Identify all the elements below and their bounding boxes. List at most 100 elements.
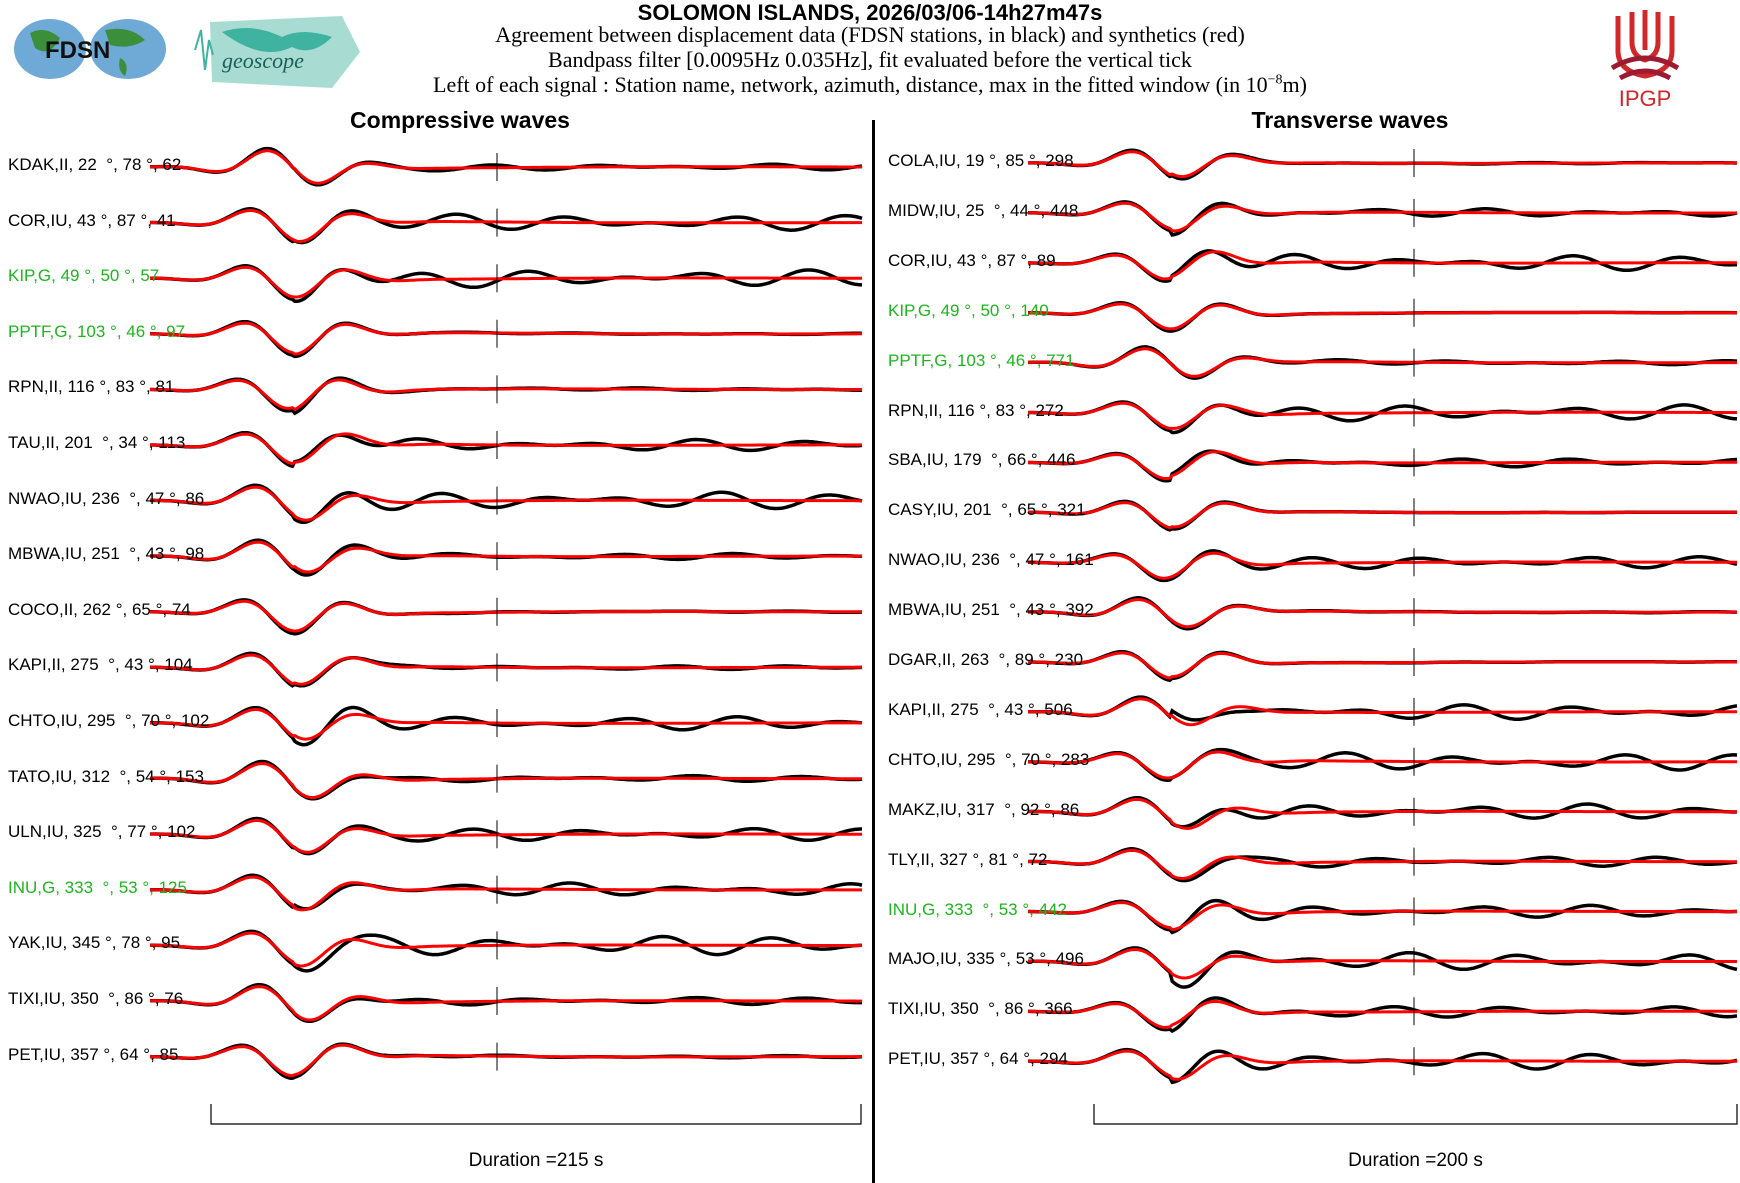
synthetic-trace: [150, 599, 862, 633]
station-label: COLA,IU, 19 °, 85 °, 298: [888, 151, 1074, 170]
synthetic-trace: [1028, 401, 1737, 430]
data-trace: [1028, 549, 1738, 583]
station-label: TATO,IU, 312 °, 54 °, 153: [8, 766, 204, 786]
panel-title-compressive: Compressive waves: [350, 107, 570, 133]
station-label: PET,IU, 357 °, 64 °, 294: [888, 1049, 1068, 1069]
station-label: INU,G, 333 °, 53 °, 442: [888, 899, 1067, 919]
data-trace: [1028, 996, 1738, 1034]
station-label: CHTO,IU, 295 °, 70 °, 283: [888, 749, 1090, 769]
svg-text:geoscope: geoscope: [222, 48, 304, 73]
data-trace: [150, 483, 863, 524]
station-label: KIP,G, 49 °, 50 °, 57: [8, 266, 160, 286]
station-label: NWAO,IU, 236 °, 47 °, 161: [888, 550, 1094, 570]
synthetic-trace: [150, 875, 862, 912]
geoscope-logo: geoscope: [192, 12, 364, 88]
synthetic-trace: [1027, 750, 1737, 780]
data-trace: [1028, 449, 1738, 483]
synthetic-trace: [1027, 450, 1737, 480]
data-trace: [150, 207, 863, 245]
station-label: TIXI,IU, 350 °, 86 °, 76: [8, 989, 184, 1008]
data-trace: [150, 651, 863, 688]
synthetic-trace: [150, 818, 862, 854]
station-label: CHTO,IU, 295 °, 70 °, 102: [8, 711, 210, 730]
synthetic-trace: [1028, 347, 1737, 378]
data-trace: [150, 982, 862, 1024]
station-label: KDAK,II, 22 °, 78 °, 62: [8, 155, 182, 174]
synthetic-trace: [1028, 250, 1737, 281]
synthetic-trace: [150, 209, 862, 244]
synthetic-trace: [150, 321, 862, 356]
subtitle-line-1: Agreement between displacement data (FDS…: [495, 22, 1245, 47]
synthetic-trace: [1028, 901, 1737, 932]
synthetic-trace: [1028, 551, 1737, 580]
synthetic-trace: [1028, 1049, 1737, 1081]
synthetic-trace: [150, 653, 862, 686]
synthetic-trace: [1028, 797, 1737, 830]
panel-title-transverse: Transverse waves: [1251, 107, 1449, 133]
synthetic-trace: [150, 762, 862, 799]
station-label: NWAO,IU, 236 °, 47 °, 86: [8, 488, 205, 508]
synthetic-trace: [150, 985, 862, 1022]
station-label: INU,G, 333 °, 53 °, 125: [8, 877, 187, 897]
synthetic-trace: [150, 265, 862, 299]
synthetic-trace: [1028, 201, 1737, 233]
station-label: MBWA,IU, 251 °, 43 °, 392: [888, 600, 1094, 620]
synthetic-trace: [1028, 302, 1737, 331]
data-trace: [1027, 200, 1738, 237]
synthetic-trace: [150, 931, 862, 968]
station-label: COR,IU, 43 °, 87 °, 41: [8, 210, 176, 230]
station-label: MAKZ,IU, 317 °, 92 °, 86: [888, 799, 1080, 819]
synthetic-trace: [150, 708, 862, 741]
synthetic-trace: [150, 485, 862, 522]
data-trace: [150, 705, 863, 747]
station-label: CASY,IU, 201 °, 65 °, 321: [888, 500, 1086, 520]
station-label: TIXI,IU, 350 °, 86 °, 366: [888, 999, 1073, 1019]
synthetic-trace: [1028, 501, 1737, 530]
data-trace: [1028, 847, 1738, 883]
fdsn-logo: FDSN: [10, 18, 170, 80]
subtitle-line-3-text: Left of each signal : Station name, netw…: [433, 72, 1268, 97]
station-label: ULN,IU, 325 °, 77 °, 102: [8, 822, 196, 842]
station-label: MAJO,IU, 335 °, 53 °, 496: [888, 949, 1084, 969]
station-label: PPTF,G, 103 °, 46 °, 97: [8, 321, 186, 341]
station-label: TAU,II, 201 °, 34 °, 113: [8, 433, 186, 452]
data-trace: [1028, 946, 1738, 989]
synthetic-trace: [150, 540, 862, 574]
station-label: YAK,IU, 345 °, 78 °, 95: [8, 933, 181, 953]
data-trace: [1027, 747, 1738, 782]
station-label: RPN,II, 116 °, 83 °, 272: [888, 400, 1064, 420]
station-label: PET,IU, 357 °, 64 °, 85: [8, 1044, 179, 1064]
duration-label-compressive: Duration =215 s: [468, 1150, 604, 1171]
duration-bracket: [210, 1104, 862, 1125]
station-label: SBA,IU, 179 °, 66 °, 446: [888, 450, 1076, 470]
unit: m): [1282, 72, 1307, 97]
svg-text:IPGP: IPGP: [1619, 86, 1672, 108]
panel-divider: [872, 120, 875, 1183]
svg-text:FDSN: FDSN: [45, 37, 110, 64]
synthetic-trace: [1028, 848, 1737, 881]
synthetic-trace: [1028, 697, 1737, 727]
synthetic-trace: [1028, 947, 1737, 980]
station-label: RPN,II, 116 °, 83 °, 81: [8, 377, 175, 397]
data-trace: [150, 929, 862, 973]
figure-title: SOLOMON ISLANDS, 2026/03/06-14h27m47s: [637, 0, 1103, 25]
synthetic-trace: [1028, 598, 1737, 629]
subtitle-line-3: Left of each signal : Station name, netw…: [0, 72, 1740, 98]
synthetic-trace: [1028, 150, 1737, 179]
synthetic-trace: [150, 1043, 862, 1078]
station-label: PPTF,G, 103 °, 46 °, 771: [888, 350, 1075, 370]
ipgp-logo: IPGP: [1598, 6, 1692, 111]
synthetic-trace: [150, 432, 862, 466]
station-label: KIP,G, 49 °, 50 °, 140: [888, 300, 1049, 320]
data-trace: [150, 873, 863, 911]
data-trace: [1028, 249, 1738, 283]
data-trace: [150, 376, 863, 416]
synthetic-trace: [1028, 999, 1737, 1029]
station-label: COR,IU, 43 °, 87 °, 89: [888, 250, 1056, 270]
synthetic-trace: [150, 378, 862, 412]
data-trace: [1028, 1047, 1738, 1085]
synthetic-trace: [150, 149, 862, 185]
synthetic-trace: [1028, 651, 1737, 680]
duration-bracket: [1093, 1104, 1738, 1125]
